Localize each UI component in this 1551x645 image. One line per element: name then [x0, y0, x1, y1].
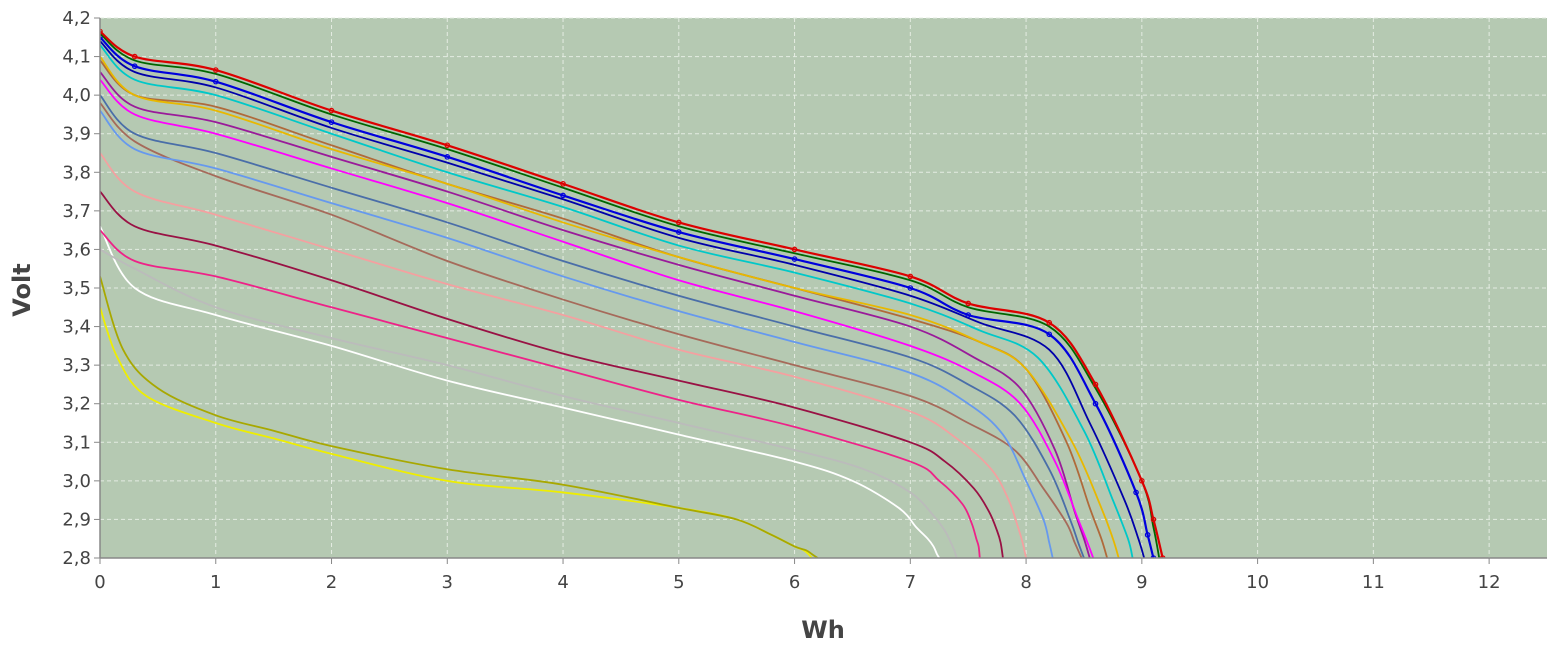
series-9: [100, 94, 1085, 558]
series-point: [965, 300, 972, 307]
series-13: [100, 190, 1004, 558]
series-point: [1092, 400, 1099, 407]
y-tick-label: 3,2: [62, 394, 91, 415]
series-7: [100, 79, 1095, 558]
series-1: [100, 32, 1161, 558]
y-tick-label: 3,0: [62, 471, 91, 492]
series-line: [100, 71, 1091, 558]
y-tick-label: 3,1: [62, 432, 91, 453]
series-line: [100, 190, 1004, 558]
x-tick-label: 7: [905, 572, 916, 593]
series-line: [100, 55, 1120, 558]
series-point: [1092, 381, 1099, 388]
x-tick-label: 3: [442, 572, 453, 593]
y-tick-label: 3,7: [62, 201, 91, 222]
series-point: [675, 229, 682, 235]
series-point: [675, 219, 682, 226]
x-tick-label: 4: [557, 572, 568, 593]
series-line: [100, 109, 1054, 558]
series-line: [100, 44, 1134, 558]
x-axis-title: Wh: [801, 616, 845, 644]
x-tick-label: 0: [94, 572, 105, 593]
series-4: [100, 44, 1134, 558]
series-16: [100, 225, 941, 558]
series-point: [131, 53, 138, 60]
series-point: [560, 181, 566, 187]
series-point: [1046, 319, 1053, 326]
series-12: [100, 152, 1027, 558]
series-line: [100, 152, 1027, 558]
y-tick-label: 3,8: [62, 162, 91, 183]
series-15: [100, 248, 958, 558]
y-tick-label: 4,1: [62, 47, 91, 68]
x-axis-ticks: 0 1 2 3 4 5 6 7 8 9 10 11 12: [94, 558, 1501, 593]
series-point: [444, 154, 451, 160]
series-point: [791, 256, 798, 262]
x-tick-label: 1: [210, 572, 221, 593]
y-axis-ticks: 2,8 2,9 3,0 3,1 3,2 3,3 3,4 3,5 3,6 3,7 3,8 3,9 4,0 4…: [62, 8, 100, 569]
series-point: [1139, 478, 1145, 484]
series-point: [444, 142, 451, 149]
series-point: [328, 107, 335, 114]
y-tick-label: 3,9: [62, 124, 91, 145]
series-point: [1133, 489, 1139, 496]
x-tick-label: 10: [1246, 572, 1269, 593]
series-line: [100, 79, 1095, 558]
x-tick-label: 11: [1362, 572, 1385, 593]
series-8: [100, 71, 1091, 558]
x-tick-label: 8: [1020, 572, 1031, 593]
series-line: [100, 94, 1085, 558]
series-point: [328, 119, 335, 125]
series-point: [907, 273, 914, 280]
series-layer: [100, 28, 1166, 558]
x-tick-label: 6: [789, 572, 800, 593]
series-line: [100, 225, 941, 558]
series-3: [100, 40, 1146, 558]
series-line: [100, 30, 1164, 558]
series-line: [100, 102, 1083, 558]
series-10: [100, 109, 1054, 558]
series-5: [100, 55, 1120, 558]
series-17: [100, 276, 819, 558]
series-14: [100, 229, 981, 558]
x-tick-label: 2: [326, 572, 337, 593]
y-tick-label: 3,4: [62, 317, 91, 338]
x-tick-label: 9: [1136, 572, 1147, 593]
y-tick-label: 3,3: [62, 355, 91, 376]
x-tick-label: 12: [1478, 572, 1501, 593]
y-tick-label: 2,8: [62, 548, 91, 569]
y-tick-label: 4,0: [62, 85, 91, 106]
series-point: [907, 285, 914, 291]
series-point: [560, 192, 566, 199]
series-line: [100, 276, 819, 558]
y-axis-title: Volt: [8, 263, 36, 316]
series-point: [1144, 532, 1151, 538]
series-line: [100, 229, 981, 558]
series-point: [212, 67, 219, 73]
y-tick-label: 3,6: [62, 239, 91, 260]
series-line: [100, 32, 1161, 558]
series-point: [212, 78, 219, 85]
series-point: [131, 63, 138, 70]
series-point: [965, 312, 972, 318]
y-tick-label: 3,5: [62, 278, 91, 299]
x-tick-label: 5: [673, 572, 684, 593]
series-point: [1150, 516, 1157, 523]
series-line: [100, 248, 958, 558]
series-2: [100, 34, 1157, 558]
series-point: [791, 246, 798, 253]
series-11: [100, 102, 1083, 558]
series-line: [100, 36, 1155, 558]
series-point: [1046, 331, 1053, 338]
series-line: [100, 40, 1146, 558]
y-tick-label: 4,2: [62, 8, 91, 29]
y-tick-label: 2,9: [62, 509, 91, 530]
